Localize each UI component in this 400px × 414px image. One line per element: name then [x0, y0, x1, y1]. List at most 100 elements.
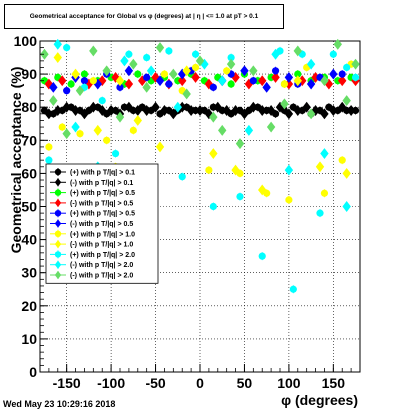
- data-point: [329, 68, 338, 80]
- legend-label: (+) with p T/|q| > 0.5: [70, 190, 135, 197]
- legend: (+) with p T/|q| > 0.1 (-) with p T/|q| >…: [45, 163, 159, 284]
- data-point: [320, 189, 329, 197]
- data-point: [142, 105, 151, 116]
- y-tick-label: 90: [21, 66, 37, 82]
- data-point: [231, 164, 240, 176]
- legend-marker: [54, 219, 62, 228]
- legend-entry: (+) with p T/|q| > 0.1: [50, 168, 135, 177]
- legend-label: (+) with p T/|q| > 1.0: [70, 231, 135, 238]
- data-point: [40, 48, 49, 60]
- date-stamp: Wed May 23 10:29:16 2018: [3, 399, 116, 409]
- data-point: [306, 58, 316, 70]
- series-5: [49, 65, 338, 93]
- data-point: [244, 78, 254, 90]
- data-point: [240, 108, 249, 120]
- data-point: [71, 68, 80, 80]
- data-point: [129, 58, 138, 70]
- data-point: [284, 108, 294, 120]
- legend-marker: [54, 210, 62, 217]
- legend-label: (-) with p T/|q| > 0.5: [70, 200, 133, 207]
- data-point: [186, 105, 196, 116]
- data-point: [58, 75, 67, 87]
- data-point: [133, 114, 142, 126]
- data-point: [125, 50, 133, 58]
- data-point: [227, 80, 235, 88]
- data-point: [316, 209, 324, 217]
- data-point: [306, 78, 316, 90]
- data-point: [45, 156, 53, 164]
- data-point: [266, 105, 276, 116]
- data-point: [63, 44, 71, 52]
- legend-entry: (-) with p T/|q| > 1.0: [50, 239, 133, 249]
- data-point: [124, 101, 134, 113]
- legend-entry: (+) with p T/|q| > 0.5: [50, 188, 135, 197]
- series-10: [40, 38, 360, 150]
- series-7: [53, 52, 351, 196]
- data-point: [143, 53, 151, 62]
- data-point: [258, 75, 267, 87]
- data-point: [329, 105, 338, 116]
- data-point: [342, 201, 351, 212]
- data-point: [133, 105, 142, 116]
- data-point: [280, 98, 289, 110]
- data-point: [223, 67, 231, 75]
- x-axis-title: φ (degrees): [281, 392, 358, 408]
- legend-box: [45, 163, 159, 284]
- data-point: [62, 128, 71, 140]
- data-point: [240, 65, 249, 77]
- legend-label: (-) with p T/|q| > 2.0: [70, 273, 133, 280]
- data-point: [191, 71, 200, 83]
- data-point: [98, 96, 106, 105]
- data-point: [342, 95, 351, 107]
- data-point: [102, 65, 111, 77]
- data-point: [155, 75, 165, 87]
- data-point: [320, 148, 329, 159]
- legend-label: (+) with p T/|q| > 0.5: [70, 211, 135, 218]
- data-point: [89, 45, 98, 57]
- legend-label: (-) with p T/|q| > 1.0: [70, 242, 133, 249]
- data-point: [227, 53, 235, 62]
- data-point: [351, 73, 360, 82]
- legend-marker: [54, 239, 62, 249]
- x-tick-label: -50: [145, 375, 165, 391]
- data-point: [98, 105, 107, 116]
- data-point: [218, 75, 227, 87]
- y-tick-label: 10: [21, 331, 37, 347]
- data-point: [103, 136, 111, 144]
- legend-entry: (-) with p T/|q| > 2.0: [50, 260, 133, 269]
- data-point: [49, 95, 58, 107]
- legend-label: (-) with p T/|q| > 2.0: [70, 262, 133, 269]
- data-point: [306, 108, 316, 120]
- data-point: [338, 101, 347, 113]
- data-point: [266, 121, 276, 133]
- data-point: [71, 121, 80, 133]
- data-point: [45, 143, 53, 151]
- data-point: [63, 87, 71, 95]
- data-point: [320, 108, 329, 120]
- data-point: [75, 85, 85, 97]
- y-axis-title: Geometrical acceptance (%): [8, 67, 24, 254]
- data-point: [58, 123, 66, 131]
- x-tick-label: 0: [196, 375, 204, 391]
- data-point: [93, 78, 102, 90]
- data-point: [165, 47, 173, 55]
- data-point: [71, 105, 80, 116]
- legend-entry: (-) with p T/|q| > 0.5: [50, 198, 133, 207]
- data-point: [333, 38, 342, 50]
- data-point: [249, 77, 257, 85]
- data-point: [146, 65, 156, 77]
- data-point: [76, 130, 84, 138]
- legend-entry: (+) with p T/|q| > 1.0: [50, 229, 135, 238]
- y-tick-label: 50: [21, 199, 37, 215]
- data-point: [285, 196, 293, 204]
- data-point: [315, 161, 325, 173]
- data-point: [165, 80, 173, 88]
- data-point: [213, 101, 222, 113]
- data-point: [346, 105, 356, 116]
- data-point: [178, 173, 186, 181]
- data-point: [258, 184, 267, 196]
- data-point: [124, 78, 134, 90]
- data-point: [204, 78, 214, 90]
- legend-label: (+) with p T/|q| > 2.0: [70, 252, 135, 259]
- y-tick-label: 100: [14, 33, 38, 49]
